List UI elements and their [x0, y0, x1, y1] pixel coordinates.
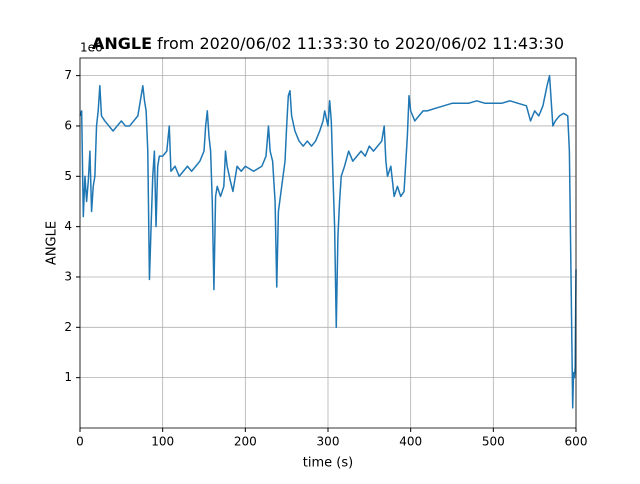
y-axis-label: ANGLE [45, 221, 60, 265]
y-tick-label: 7 [64, 68, 72, 82]
x-tick-label: 600 [565, 435, 588, 449]
x-tick-label: 500 [482, 435, 505, 449]
y-offset-label: 1e6 [80, 41, 103, 55]
title-bold: ANGLE [92, 34, 152, 53]
y-tick-label: 5 [64, 169, 72, 183]
x-tick-label: 400 [399, 435, 422, 449]
y-tick-label: 2 [64, 320, 72, 334]
y-tick-label: 1 [64, 370, 72, 384]
y-tick-label: 4 [64, 219, 72, 233]
x-tick-label: 100 [151, 435, 174, 449]
title-rest: from 2020/06/02 11:33:30 to 2020/06/02 1… [152, 34, 564, 53]
chart-title: ANGLE from 2020/06/02 11:33:30 to 2020/0… [92, 34, 564, 53]
data-line [79, 74, 577, 409]
y-tick-label: 3 [64, 269, 72, 283]
x-tick-label: 0 [76, 435, 84, 449]
y-tick-label: 6 [64, 118, 72, 132]
x-axis-label: time (s) [303, 456, 353, 471]
x-tick-label: 300 [317, 435, 340, 449]
plot-frame [79, 57, 577, 429]
x-tick-label: 200 [234, 435, 257, 449]
